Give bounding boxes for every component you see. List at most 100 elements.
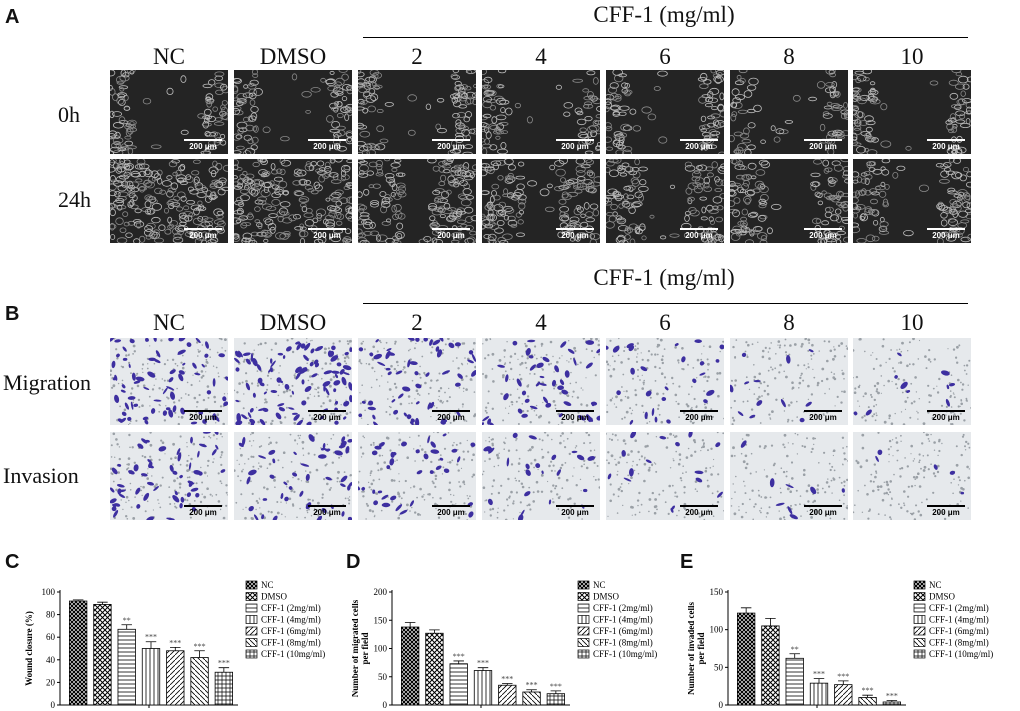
scale-bar-label: 200 μm <box>189 508 217 517</box>
bar <box>214 671 234 706</box>
legend-swatch <box>577 580 590 590</box>
scale-bar-line <box>680 228 718 230</box>
significance-label: *** <box>194 642 206 651</box>
scale-bar: 200 μm <box>679 228 719 240</box>
error-bar <box>862 694 873 698</box>
legend-swatch <box>577 638 590 647</box>
error-bar <box>813 678 825 684</box>
scale-bar-label: 200 μm <box>189 142 217 151</box>
scale-bar: 200 μm <box>431 139 471 151</box>
migration-micrograph: 200 μm <box>606 338 724 425</box>
migration-micrograph: 200 μm <box>234 338 352 425</box>
legend-entry: CFF-1 (4mg/ml) <box>929 615 989 625</box>
legend-entry: DMSO <box>929 592 956 602</box>
bar <box>449 663 468 706</box>
y-axis-label: Number of invaded cellsper field <box>688 601 706 695</box>
bar <box>737 612 756 706</box>
migration-micrograph: 200 μm <box>853 338 971 425</box>
scale-bar-line <box>804 505 842 507</box>
panel-letter-b: B <box>5 303 20 325</box>
error-bar <box>121 624 132 630</box>
migration-micrograph: 200 μm <box>730 338 848 425</box>
panel-a-column-label: DMSO <box>259 44 327 69</box>
wound-healing-micrograph: 200 μm <box>853 70 971 154</box>
bar <box>425 632 444 706</box>
legend-swatch <box>913 603 926 613</box>
error-bar <box>404 622 416 628</box>
legend-entry: DMSO <box>261 592 288 602</box>
wound-healing-micrograph: 200 μm <box>234 70 352 154</box>
bar <box>546 693 566 706</box>
error-bar <box>218 667 230 673</box>
panel-a-cff-divider <box>363 37 968 38</box>
scale-bar-line <box>184 228 222 230</box>
scale-bar-label: 200 μm <box>685 413 713 422</box>
scale-bar-line <box>556 505 594 507</box>
bar <box>473 670 493 706</box>
panel-b-column-label: 8 <box>783 310 795 335</box>
y-tick-label: 100 <box>374 644 388 654</box>
scale-bar-line <box>804 228 842 230</box>
scale-bar-label: 200 μm <box>932 413 960 422</box>
panel-b-cff-header: CFF-1 (mg/ml) <box>593 265 735 290</box>
scale-bar: 200 μm <box>555 139 595 151</box>
scale-bar-line <box>432 505 470 507</box>
row-label-invasion: Invasion <box>3 463 79 488</box>
scale-bar-line <box>432 139 470 141</box>
scale-bar-label: 200 μm <box>313 413 341 422</box>
error-bar <box>477 667 489 671</box>
legend-swatch <box>245 603 258 613</box>
wound-healing-micrograph: 200 μm <box>606 70 724 154</box>
legend-swatch <box>577 649 590 659</box>
legend-swatch <box>245 580 258 590</box>
scale-bar-label: 200 μm <box>809 413 837 422</box>
scale-bar-label: 200 μm <box>932 142 960 151</box>
error-bar <box>838 680 849 685</box>
bar <box>190 657 209 706</box>
scale-bar-label: 200 μm <box>561 413 589 422</box>
migration-micrograph: 200 μm <box>110 338 228 425</box>
scale-bar-line <box>927 410 965 412</box>
y-tick-label: 100 <box>42 587 56 597</box>
legend-entry: CFF-1 (10mg/ml) <box>929 649 993 659</box>
chart-invaded-cells: Number of invaded cellsper field 0 50 100 15… <box>688 580 993 710</box>
scale-bar-label: 200 μm <box>437 142 465 151</box>
scale-bar: 200 μm <box>555 228 595 240</box>
panel-b-column-label: DMSO <box>259 310 327 335</box>
legend-entry: CFF-1 (6mg/ml) <box>593 626 653 636</box>
error-bar <box>550 690 562 694</box>
legend-swatch <box>245 649 258 659</box>
scale-bar: 200 μm <box>307 410 347 422</box>
legend-swatch <box>577 592 590 601</box>
scale-bar: 200 μm <box>307 228 347 240</box>
scale-bar-label: 200 μm <box>685 231 713 240</box>
scale-bar-label: 200 μm <box>561 142 589 151</box>
y-tick-label: 40 <box>46 655 56 665</box>
scale-bar-label: 200 μm <box>437 231 465 240</box>
panel-letter-c: C <box>5 551 20 573</box>
y-tick-label: 150 <box>710 587 724 597</box>
scale-bar: 200 μm <box>183 410 223 422</box>
scale-bar-line <box>927 505 965 507</box>
scale-bar: 200 μm <box>307 505 347 517</box>
error-bar <box>170 646 181 651</box>
legend-swatch <box>577 615 590 624</box>
significance-label: *** <box>169 638 181 647</box>
invasion-micrograph: 200 μm <box>853 432 971 520</box>
bar <box>809 682 829 706</box>
y-tick-label: 0 <box>383 700 388 710</box>
legend-swatch <box>245 626 258 636</box>
error-bar <box>72 599 84 602</box>
scale-bar-line <box>184 139 222 141</box>
scale-bar: 200 μm <box>679 139 719 151</box>
scale-bar-line <box>927 228 965 230</box>
scale-bar-label: 200 μm <box>561 231 589 240</box>
scale-bar-line <box>184 505 222 507</box>
significance-label: ** <box>791 645 799 654</box>
y-tick-label: 20 <box>46 677 56 687</box>
invasion-micrograph: 200 μm <box>234 432 352 520</box>
y-axis-label: Number of migrated cellsper field <box>352 599 370 697</box>
bar <box>858 697 877 706</box>
scale-bar-line <box>308 139 346 141</box>
scale-bar-line <box>680 410 718 412</box>
